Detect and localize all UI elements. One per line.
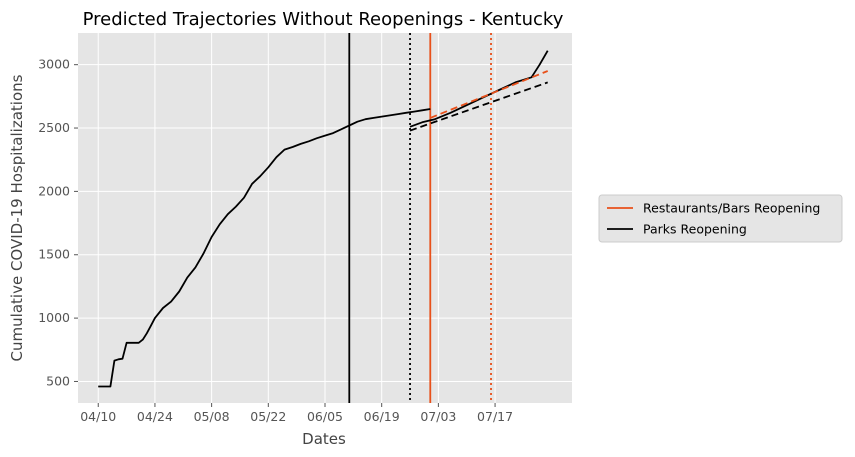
y-tick-label: 1500 — [38, 247, 70, 262]
y-tick-label: 500 — [46, 373, 70, 388]
x-tick-label: 07/17 — [477, 409, 513, 424]
x-tick-label: 05/08 — [194, 409, 230, 424]
y-tick-label: 2000 — [38, 183, 70, 198]
x-tick-label: 07/03 — [420, 409, 456, 424]
series-line — [409, 81, 548, 132]
x-tick-label: 04/10 — [80, 409, 116, 424]
x-axis-label: Dates — [302, 430, 346, 448]
grid-lines — [78, 33, 572, 403]
y-tick-label: 1000 — [38, 310, 70, 325]
x-tick-label: 06/05 — [307, 409, 343, 424]
legend-label: Parks Reopening — [643, 222, 747, 237]
x-axis: 04/10 04/24 05/08 05/22 06/05 06/19 07/03 07/17 — [80, 403, 513, 424]
legend-label: Restaurants/Bars Reopening — [643, 201, 820, 216]
y-axis: 500 1000 1500 2000 2500 3000 — [38, 57, 78, 388]
y-axis-label: Cumulative COVID-19 Hospitalizations — [8, 74, 26, 361]
x-tick-label: 06/19 — [364, 409, 400, 424]
legend-box — [598, 194, 843, 243]
x-tick-label: 05/22 — [250, 409, 286, 424]
x-tick-label: 04/24 — [137, 409, 173, 424]
series-line — [429, 70, 549, 119]
chart-title: Predicted Trajectories Without Reopening… — [83, 9, 564, 30]
series-line — [98, 108, 431, 388]
series-lines — [98, 50, 549, 388]
y-tick-label: 3000 — [38, 57, 70, 72]
y-tick-label: 2500 — [38, 120, 70, 135]
legend: Restaurants/Bars Reopening Parks Reopenin… — [598, 194, 843, 243]
